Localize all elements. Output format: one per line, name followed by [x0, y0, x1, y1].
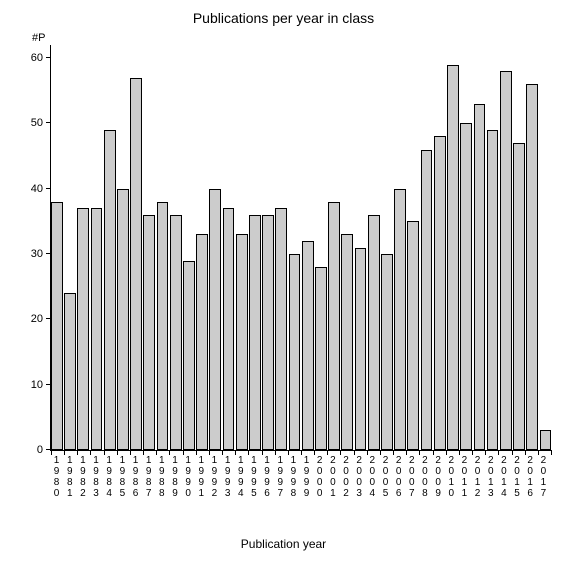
x-tick-label: 1986 [129, 455, 142, 499]
bar [341, 234, 353, 450]
bar [236, 234, 248, 450]
bar [130, 78, 142, 450]
y-tick-mark [46, 384, 51, 385]
x-tick-label: 1987 [142, 455, 155, 499]
x-tick-label: 2013 [484, 455, 497, 499]
x-tick-label: 1999 [300, 455, 313, 499]
chart-title: Publications per year in class [0, 10, 567, 26]
x-tick-label: 2014 [497, 455, 510, 499]
x-tick-label: 2010 [445, 455, 458, 499]
x-tick-label: 2015 [510, 455, 523, 499]
x-tick-label: 1992 [208, 455, 221, 499]
y-tick-mark [46, 57, 51, 58]
x-tick-label: 1983 [89, 455, 102, 499]
x-tick-label: 1980 [50, 455, 63, 499]
bar [64, 293, 76, 450]
y-unit-label: #P [32, 32, 45, 44]
bar [91, 208, 103, 450]
x-tick-label: 2005 [379, 455, 392, 499]
bar [262, 215, 274, 450]
bar [223, 208, 235, 450]
bar [487, 130, 499, 450]
bar [355, 248, 367, 451]
bar [394, 189, 406, 450]
x-tick-label: 1998 [287, 455, 300, 499]
x-tick-label: 1994 [234, 455, 247, 499]
y-tick-label: 50 [31, 117, 51, 129]
x-tick-label: 2017 [537, 455, 550, 499]
x-tick-label: 2012 [471, 455, 484, 499]
x-tick-label: 1995 [247, 455, 260, 499]
bar [474, 104, 486, 450]
bar [183, 261, 195, 450]
bar [421, 150, 433, 450]
x-tick-label: 1982 [76, 455, 89, 499]
x-tick-label: 2008 [418, 455, 431, 499]
bar [275, 208, 287, 450]
bar [526, 84, 538, 450]
x-tick-label: 1988 [155, 455, 168, 499]
bar [249, 215, 261, 450]
y-tick-label: 30 [31, 248, 51, 260]
bars-group [51, 45, 551, 450]
bar [460, 123, 472, 450]
x-tick-label: 2004 [366, 455, 379, 499]
x-tick-label: 2016 [524, 455, 537, 499]
bar [51, 202, 63, 450]
plot-area: 0102030405060 [50, 45, 551, 451]
bar [447, 65, 459, 450]
bar [302, 241, 314, 450]
y-tick-label: 10 [31, 379, 51, 391]
bar [315, 267, 327, 450]
x-tick-label: 2011 [458, 455, 471, 499]
bar [328, 202, 340, 450]
bar [157, 202, 169, 450]
bar [77, 208, 89, 450]
x-tick-label: 1984 [103, 455, 116, 499]
bar [117, 189, 129, 450]
bar [500, 71, 512, 450]
x-tick-label: 1993 [221, 455, 234, 499]
x-tick-label: 2002 [339, 455, 352, 499]
x-tick-label: 1981 [63, 455, 76, 499]
x-tick-label: 1985 [116, 455, 129, 499]
bar [368, 215, 380, 450]
x-tick-label: 2009 [432, 455, 445, 499]
y-tick-label: 40 [31, 183, 51, 195]
bar [289, 254, 301, 450]
bar [540, 430, 552, 450]
bar [196, 234, 208, 450]
y-tick-label: 0 [37, 444, 51, 456]
bar [434, 136, 446, 450]
bar [381, 254, 393, 450]
x-tick-mark [551, 450, 552, 455]
bar [143, 215, 155, 450]
y-tick-label: 60 [31, 52, 51, 64]
x-labels-group: 1980198119821983198419851986198719881989… [50, 455, 550, 499]
y-tick-mark [46, 318, 51, 319]
bar [209, 189, 221, 450]
y-tick-label: 20 [31, 313, 51, 325]
bar [513, 143, 525, 450]
x-tick-label: 1996 [261, 455, 274, 499]
x-tick-label: 1990 [182, 455, 195, 499]
x-tick-label: 2003 [353, 455, 366, 499]
x-tick-label: 1989 [168, 455, 181, 499]
chart-container: Publications per year in class #P 010203… [0, 0, 567, 567]
y-tick-mark [46, 122, 51, 123]
x-tick-label: 1997 [274, 455, 287, 499]
bar [104, 130, 116, 450]
x-tick-label: 1991 [195, 455, 208, 499]
bar [407, 221, 419, 450]
x-tick-label: 2007 [405, 455, 418, 499]
y-tick-mark [46, 253, 51, 254]
bar [170, 215, 182, 450]
y-tick-mark [46, 188, 51, 189]
x-tick-label: 2006 [392, 455, 405, 499]
x-tick-label: 2001 [326, 455, 339, 499]
x-axis-title: Publication year [0, 537, 567, 551]
x-tick-label: 2000 [313, 455, 326, 499]
